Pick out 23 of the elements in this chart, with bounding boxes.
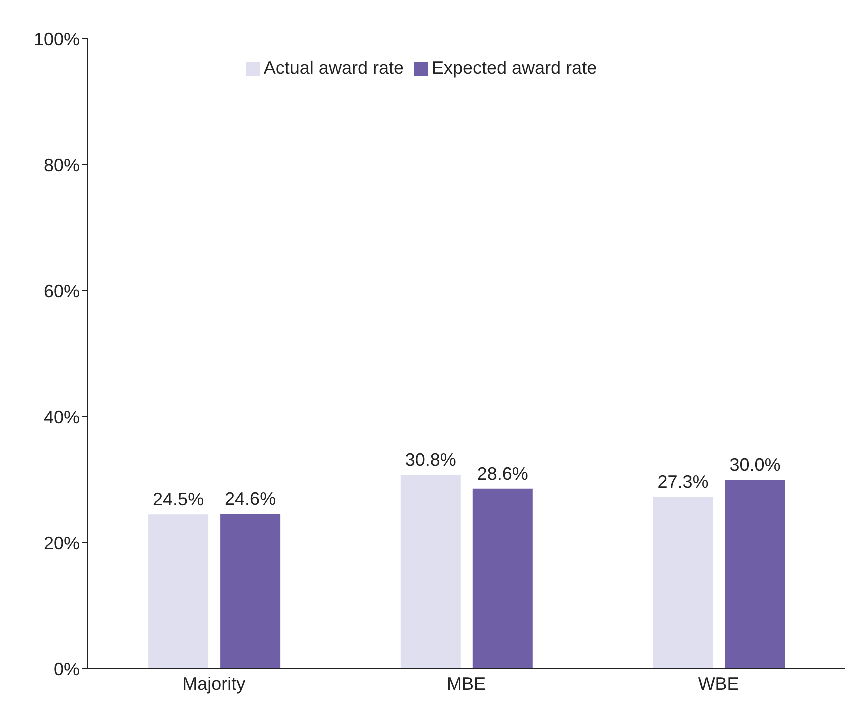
data-label: 28.6% <box>477 464 528 484</box>
bar <box>220 514 281 669</box>
data-label: 24.5% <box>153 490 204 510</box>
data-label: 30.8% <box>405 450 456 470</box>
bar <box>725 480 786 669</box>
data-label: 24.6% <box>225 489 276 510</box>
data-label: 27.3% <box>658 472 709 492</box>
y-tick-label: 40% <box>44 407 80 428</box>
bar <box>653 497 714 669</box>
bar <box>148 514 209 669</box>
x-tick-label: MBE <box>446 674 486 694</box>
x-tick-label: WBE <box>698 674 740 694</box>
y-tick-label: 80% <box>44 155 80 176</box>
data-label: 30.0% <box>730 455 781 475</box>
legend-label: Expected award rate <box>432 58 598 78</box>
x-tick-label: Majority <box>182 674 246 694</box>
legend-label: Actual award rate <box>264 58 404 78</box>
bar <box>472 488 533 669</box>
bar <box>400 474 461 669</box>
y-tick-label: 60% <box>44 281 80 302</box>
y-tick-label: 100% <box>34 29 80 50</box>
y-tick-label: 0% <box>54 659 80 680</box>
y-tick-label: 20% <box>44 533 80 554</box>
